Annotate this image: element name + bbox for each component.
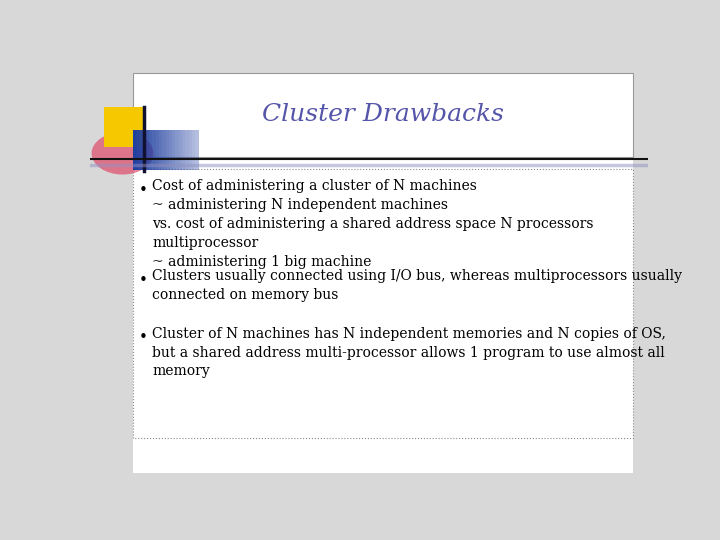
Bar [182, 130, 185, 170]
Bar [192, 130, 195, 170]
Bar [166, 130, 169, 170]
Text: •: • [138, 183, 147, 198]
Text: Cost of administering a cluster of N machines
~ administering N independent mach: Cost of administering a cluster of N mac… [152, 179, 593, 268]
Bar [136, 130, 139, 170]
Text: •: • [138, 273, 147, 288]
Bar [153, 130, 156, 170]
Bar [104, 107, 143, 147]
Bar [185, 130, 189, 170]
Bar [143, 130, 145, 170]
Bar [145, 130, 149, 170]
Bar [139, 130, 143, 170]
Bar [132, 130, 136, 170]
Bar [176, 130, 179, 170]
Bar [195, 130, 199, 170]
Bar [189, 130, 192, 170]
Bar [132, 168, 632, 438]
Bar [156, 130, 159, 170]
Bar [149, 130, 153, 170]
Text: Cluster Drawbacks: Cluster Drawbacks [261, 103, 503, 126]
Text: Clusters usually connected using I/O bus, whereas multiprocessors usually
connec: Clusters usually connected using I/O bus… [152, 269, 682, 302]
Text: •: • [138, 330, 147, 346]
Bar [159, 130, 162, 170]
Bar [169, 130, 172, 170]
Bar [179, 130, 182, 170]
Bar [132, 72, 632, 473]
Bar [132, 72, 632, 157]
Ellipse shape [91, 132, 153, 174]
Bar [172, 130, 176, 170]
Bar [162, 130, 166, 170]
Text: Cluster of N machines has N independent memories and N copies of OS,
but a share: Cluster of N machines has N independent … [152, 327, 666, 379]
